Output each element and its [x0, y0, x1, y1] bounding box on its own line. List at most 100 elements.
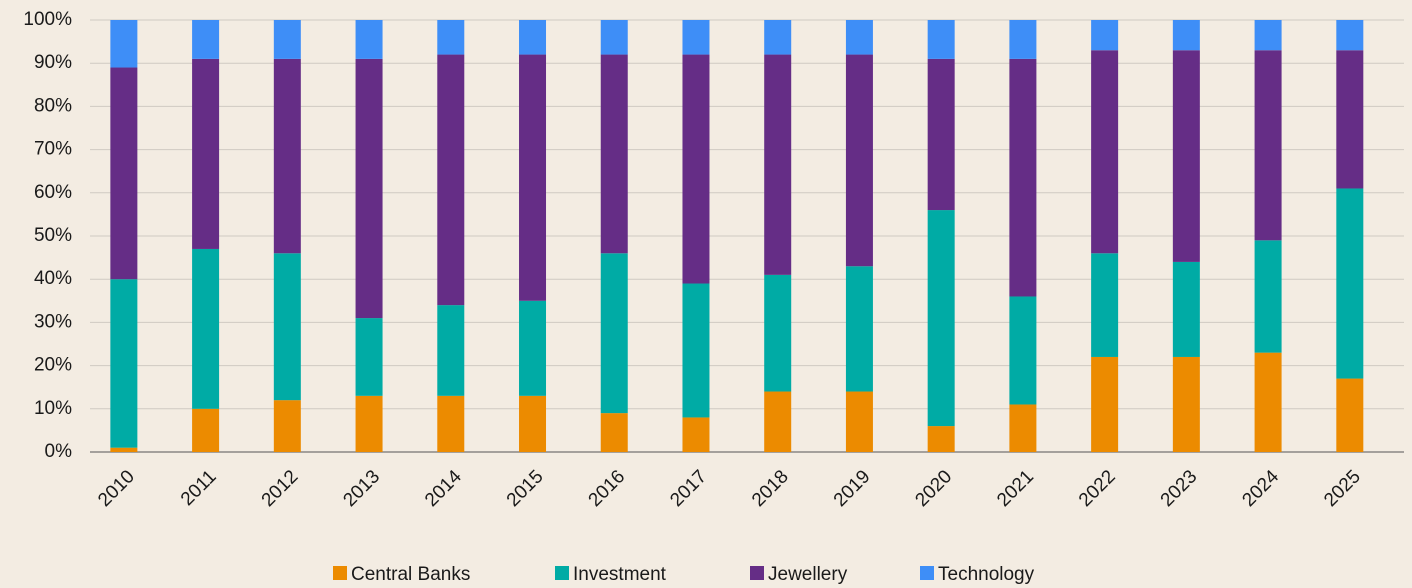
bar-segment — [355, 318, 383, 396]
x-tick-label: 2013 — [339, 466, 384, 511]
legend-label: Technology — [938, 564, 1035, 585]
bar-segment — [110, 279, 138, 448]
bar-segment — [927, 210, 955, 427]
bar-segment — [519, 54, 547, 301]
bar-segment — [1091, 50, 1119, 254]
bar-segment — [845, 391, 873, 452]
bar-segment — [1091, 253, 1119, 357]
y-tick-label: 90% — [34, 52, 72, 73]
bar-segment — [273, 58, 301, 254]
bar-segment — [273, 253, 301, 401]
x-tick-label: 2019 — [830, 466, 875, 511]
bar-segment — [437, 305, 465, 396]
y-tick-label: 20% — [34, 355, 72, 376]
bar-segment — [519, 395, 547, 452]
legend-swatch — [750, 566, 764, 580]
bar-segment — [682, 54, 710, 284]
y-tick-label: 50% — [34, 225, 72, 246]
bar-segment — [110, 67, 138, 280]
bar-segment — [1172, 20, 1200, 51]
bar-segment — [1336, 20, 1364, 51]
x-tick-label: 2016 — [585, 466, 630, 511]
bar-segment — [355, 58, 383, 319]
y-tick-label: 10% — [34, 398, 72, 419]
bar-segment — [192, 20, 220, 59]
x-tick-label: 2012 — [258, 466, 303, 511]
y-tick-label: 60% — [34, 182, 72, 203]
bar-segment — [273, 20, 301, 59]
bar-segment — [437, 395, 465, 452]
bar-segment — [1336, 50, 1364, 189]
bar-segment — [764, 391, 792, 452]
y-tick-label: 40% — [34, 268, 72, 289]
x-tick-label: 2010 — [94, 466, 139, 511]
bar-segment — [192, 248, 220, 409]
bar-segment — [437, 20, 465, 55]
bar-segment — [110, 447, 138, 452]
y-tick-label: 70% — [34, 139, 72, 160]
bar-segment — [1172, 50, 1200, 262]
legend-label: Jewellery — [768, 564, 848, 585]
y-tick-label: 80% — [34, 95, 72, 116]
bar-segment — [927, 426, 955, 452]
bar-segment — [519, 20, 547, 55]
bar-segment — [1009, 296, 1037, 405]
bar-segment — [273, 400, 301, 452]
x-tick-label: 2017 — [666, 466, 711, 511]
bar-segment — [600, 253, 628, 414]
bar-segment — [764, 20, 792, 55]
bar-segment — [1254, 352, 1282, 452]
bar-segment — [1009, 58, 1037, 297]
bar-segment — [192, 408, 220, 452]
x-tick-label: 2021 — [993, 466, 1038, 511]
bar-segment — [1336, 378, 1364, 452]
bar-segment — [1091, 356, 1119, 452]
x-tick-label: 2011 — [177, 466, 221, 510]
bar-segment — [845, 20, 873, 55]
bar-segment — [1254, 240, 1282, 353]
bar-segment — [1091, 20, 1119, 51]
x-tick-label: 2018 — [748, 466, 793, 511]
bar-segment — [682, 20, 710, 55]
bar-segment — [600, 413, 628, 452]
x-tick-label: 2024 — [1238, 466, 1283, 511]
bar-segment — [682, 417, 710, 452]
y-tick-label: 0% — [45, 441, 73, 462]
bar-segment — [927, 58, 955, 211]
x-tick-label: 2025 — [1320, 466, 1365, 511]
bar-segment — [1254, 20, 1282, 51]
bar-segment — [764, 54, 792, 275]
bar-segment — [845, 266, 873, 392]
bar-segment — [1172, 356, 1200, 452]
bar-segment — [600, 20, 628, 55]
bar-segment — [437, 54, 465, 306]
bar-segment — [845, 54, 873, 267]
bar-segment — [1009, 20, 1037, 59]
legend-label: Investment — [573, 564, 667, 585]
x-tick-label: 2020 — [912, 466, 957, 511]
bar-segment — [1172, 261, 1200, 357]
x-tick-label: 2014 — [421, 466, 466, 511]
bar-segment — [600, 54, 628, 254]
bar-segment — [110, 20, 138, 68]
x-tick-label: 2023 — [1157, 466, 1202, 511]
bar-segment — [1009, 404, 1037, 452]
bar-segment — [927, 20, 955, 59]
bar-segment — [355, 395, 383, 452]
bar-segment — [519, 300, 547, 396]
legend-swatch — [333, 566, 347, 580]
x-tick-label: 2015 — [503, 466, 548, 511]
bar-segment — [192, 58, 220, 249]
y-tick-label: 30% — [34, 311, 72, 332]
legend-label: Central Banks — [351, 564, 470, 585]
bar-segment — [682, 283, 710, 418]
legend-swatch — [555, 566, 569, 580]
bar-segment — [1254, 50, 1282, 241]
legend-swatch — [920, 566, 934, 580]
bar-segment — [1336, 188, 1364, 379]
x-tick-label: 2022 — [1075, 466, 1120, 511]
y-tick-label: 100% — [23, 9, 72, 30]
bar-segment — [764, 274, 792, 392]
bar-segment — [355, 20, 383, 59]
